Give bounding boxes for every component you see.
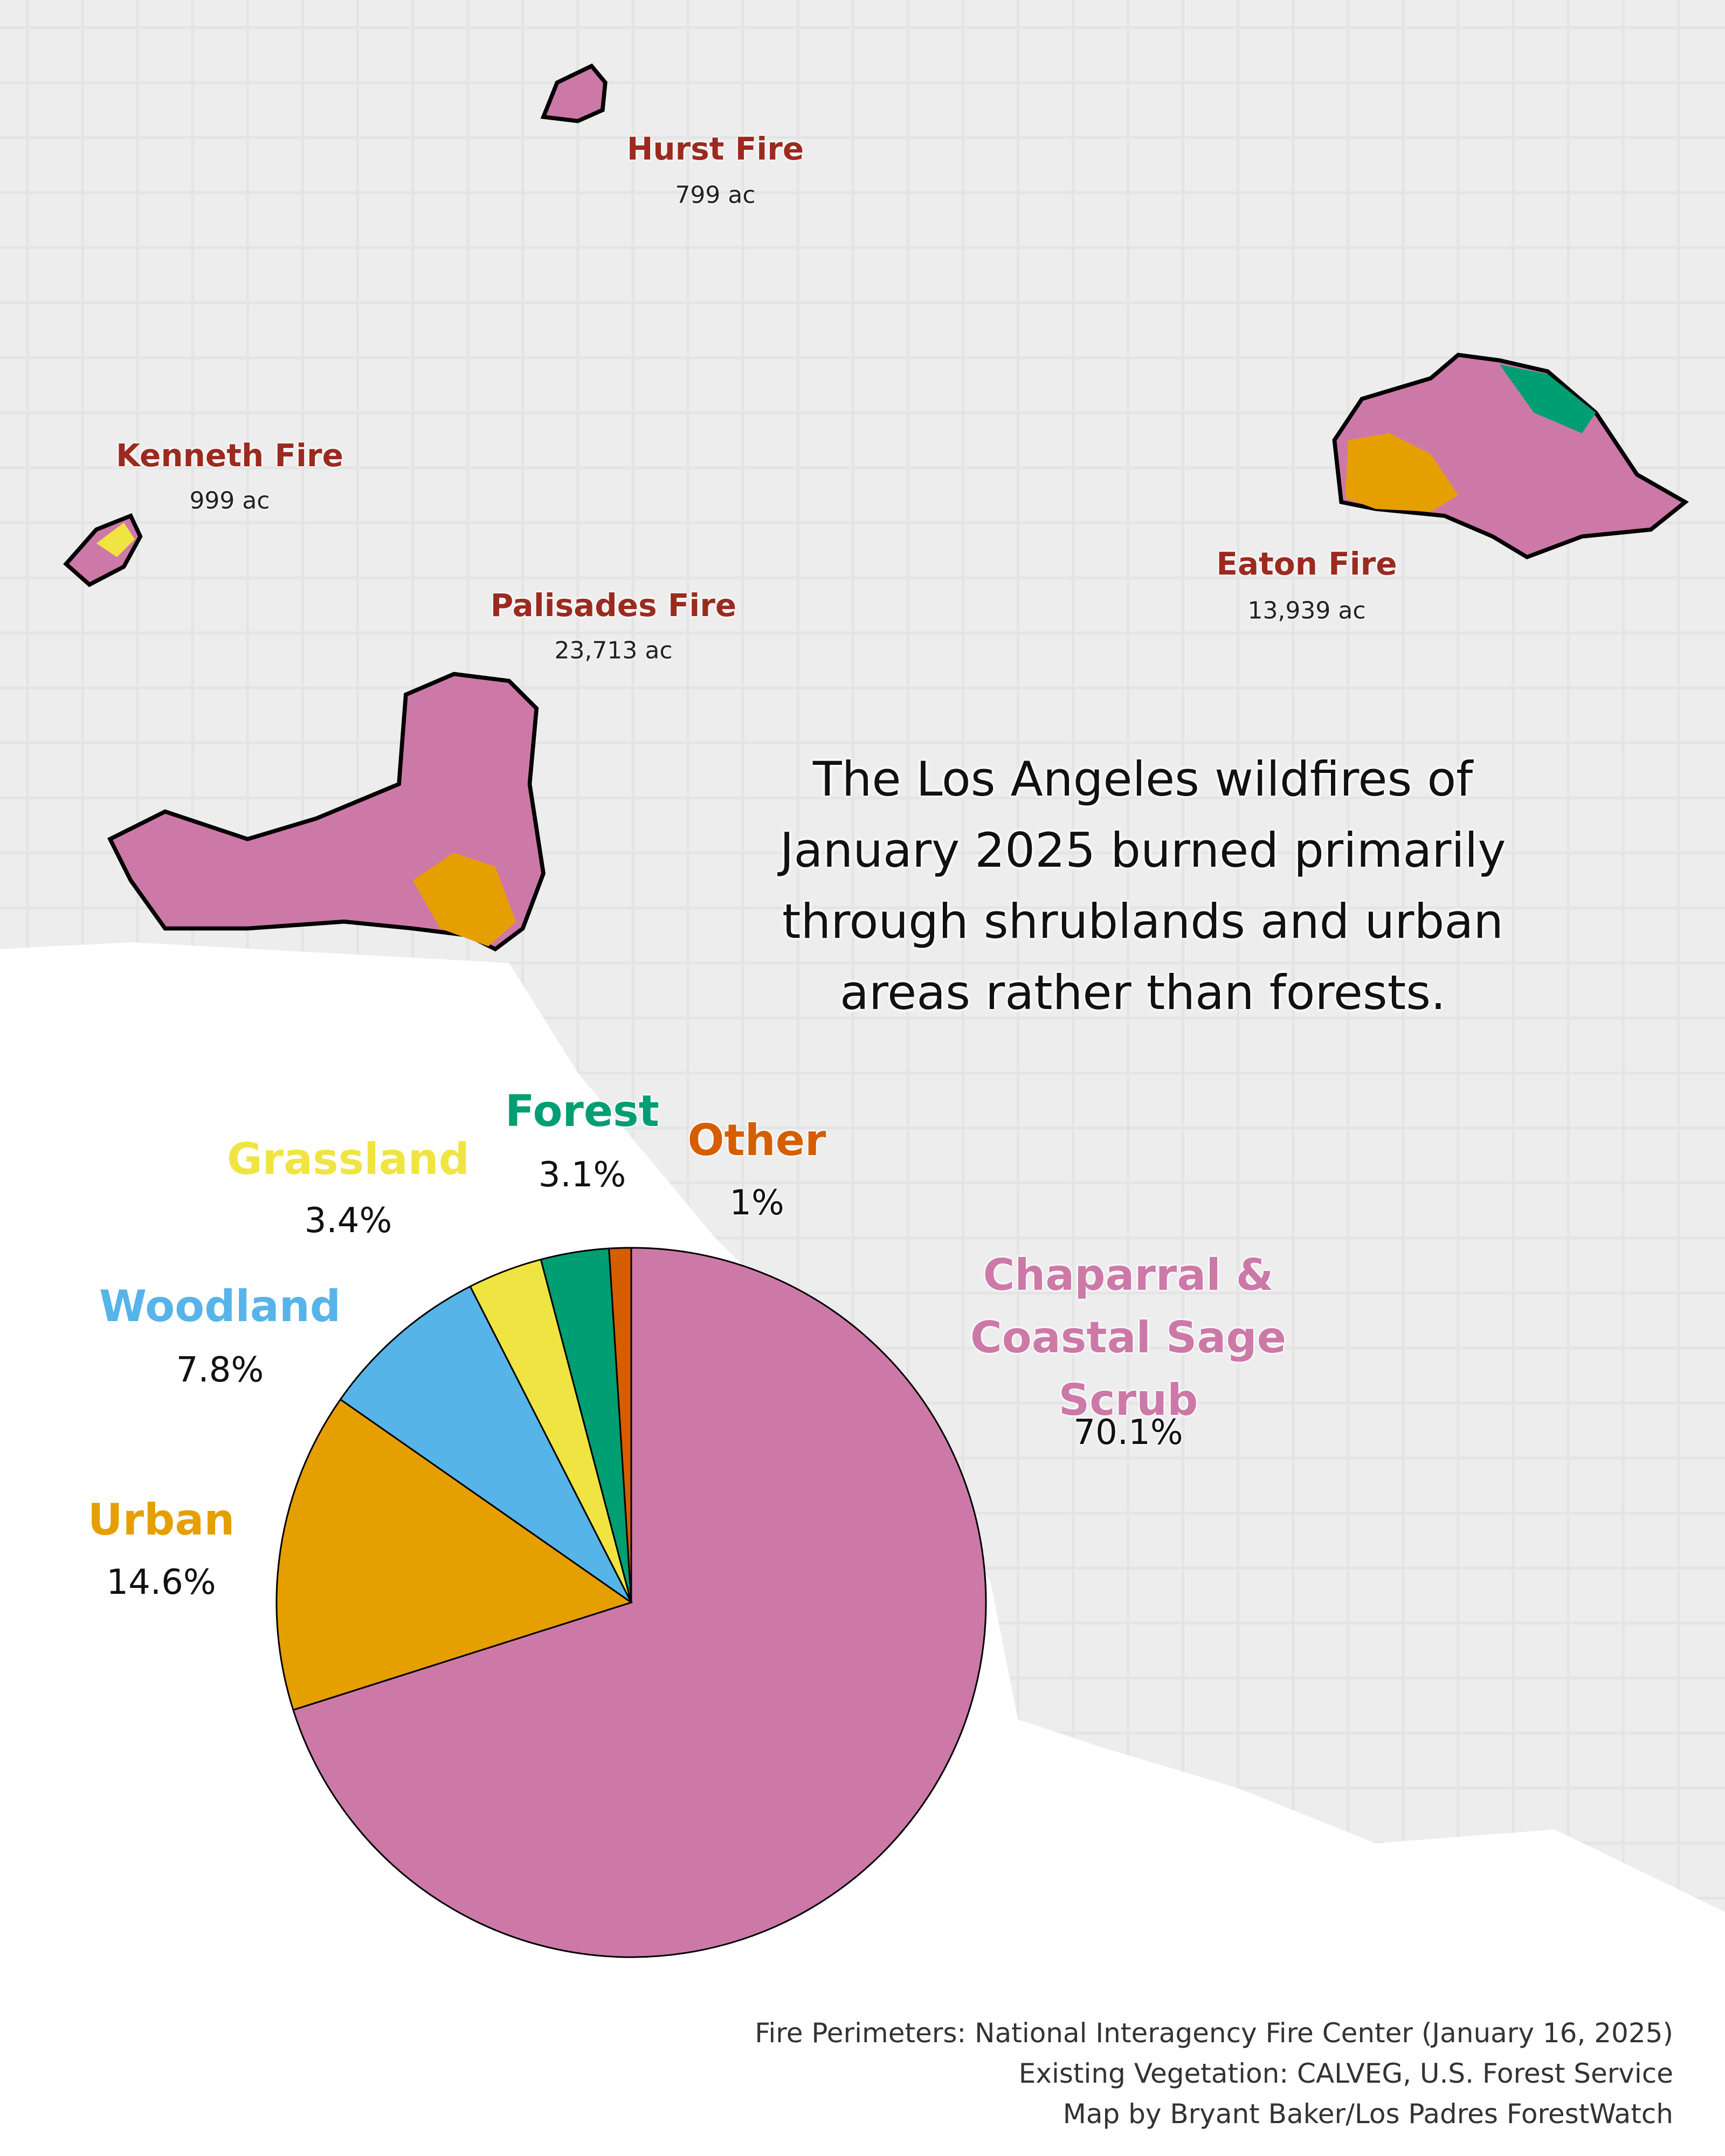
value-label: 7.8% xyxy=(176,1350,264,1390)
fire-area: 799 ac xyxy=(675,181,756,209)
fire-name: Hurst Fire xyxy=(626,130,804,167)
fire-name: Palisades Fire xyxy=(490,587,737,624)
credit-line: Map by Bryant Baker/Los Padres ForestWat… xyxy=(1062,2098,1673,2130)
value-label: 3.1% xyxy=(538,1155,626,1195)
value-label: 3.4% xyxy=(304,1201,392,1241)
category-label: Woodland xyxy=(99,1281,341,1331)
fire-area: 13,939 ac xyxy=(1247,597,1366,625)
value-label: 14.6% xyxy=(106,1563,216,1602)
pie-slice xyxy=(608,1247,632,1603)
category-label: Grassland xyxy=(227,1134,470,1184)
category-label: Forest xyxy=(505,1086,659,1136)
headline: The Los Angeles wildfires of January 202… xyxy=(779,751,1506,1020)
fire-name: Eaton Fire xyxy=(1216,545,1397,582)
pie-slice xyxy=(275,1398,633,1711)
forest-patch xyxy=(1499,364,1596,433)
category-label: Chaparral & Coastal Sage Scrub xyxy=(970,1250,1286,1425)
urban-patch xyxy=(412,853,516,946)
streets xyxy=(0,0,1725,1912)
category-label: Urban xyxy=(87,1495,235,1545)
credit-line: Fire Perimeters: National Interagency Fi… xyxy=(755,2017,1673,2049)
fire-area: 999 ac xyxy=(189,487,270,515)
fire-name: Kenneth Fire xyxy=(116,437,343,474)
value-label: 70.1% xyxy=(1073,1413,1183,1453)
pie-slice xyxy=(339,1285,632,1604)
hurst-perimeter xyxy=(540,63,608,123)
category-label: Other xyxy=(687,1115,826,1165)
fire-area: 23,713 ac xyxy=(554,637,673,665)
urban-patch xyxy=(1345,433,1459,512)
grass-patch xyxy=(96,522,135,557)
pie-slice xyxy=(292,1247,987,1958)
credits: Fire Perimeters: National Interagency Fi… xyxy=(755,2013,1673,2134)
credit-line: Existing Vegetation: CALVEG, U.S. Forest… xyxy=(1018,2058,1673,2089)
value-label: 1% xyxy=(729,1183,784,1223)
